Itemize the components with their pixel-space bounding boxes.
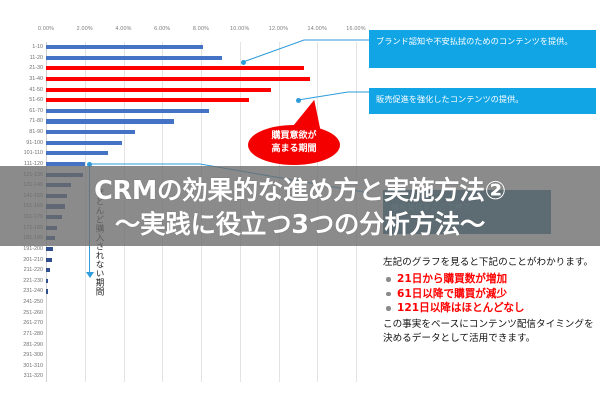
bar bbox=[46, 161, 85, 167]
y-axis-label-8: 81-90 bbox=[29, 129, 43, 135]
y-axis-label-29: 291-300 bbox=[23, 352, 43, 359]
bar bbox=[46, 151, 108, 156]
y-axis-label-9: 91-100 bbox=[26, 139, 43, 146]
bar-row: 231-240 bbox=[23, 286, 356, 297]
finding-item-0: 21日から購買数が増加 bbox=[386, 272, 597, 286]
bar bbox=[46, 55, 223, 60]
y-axis-label-21: 211-220 bbox=[23, 267, 43, 274]
bar bbox=[46, 130, 136, 135]
bar bbox=[46, 257, 52, 262]
bar-row: 11-20 bbox=[30, 53, 356, 64]
x-axis-tick-7: 14.00% bbox=[307, 26, 327, 32]
y-axis-label-28: 281-290 bbox=[23, 341, 43, 348]
x-axis-tick-0: 0.00% bbox=[37, 26, 55, 32]
leader-dot-1 bbox=[240, 59, 246, 65]
bar-row: 61-70 bbox=[29, 106, 356, 117]
title-line-2: 〜実践に役立つ3つの分析方法〜 bbox=[114, 210, 486, 240]
bar-row: 91-100 bbox=[26, 138, 356, 149]
callout-note-sales-promotion: 販売促進を強化したコンテンツの提供。 bbox=[369, 88, 596, 114]
bar bbox=[46, 87, 271, 92]
bar bbox=[46, 98, 250, 103]
bar-row: 241-250 bbox=[23, 297, 356, 308]
bar bbox=[46, 268, 50, 273]
findings-list: 21日から購買数が増加 61日以降で購買が減少 121日以降はほとんどなし bbox=[383, 272, 597, 315]
bar-row: 111-120 bbox=[24, 159, 356, 170]
bar bbox=[46, 140, 122, 145]
title-banner: CRMの効果的な進め方と実施方法② 〜実践に役立つ3つの分析方法〜 bbox=[0, 166, 600, 246]
bar-row: 281-290 bbox=[23, 340, 356, 351]
bar bbox=[46, 278, 49, 283]
y-axis-label-6: 61-70 bbox=[29, 107, 43, 114]
bar-row: 51-60 bbox=[29, 95, 356, 106]
bar-row: 251-260 bbox=[23, 308, 356, 319]
bar-row: 271-280 bbox=[23, 329, 356, 340]
bar bbox=[46, 76, 310, 82]
y-axis-label-20: 201-210 bbox=[23, 256, 43, 263]
speech-bubble-purchase-intent: 購買意欲が 高まる期間 bbox=[248, 95, 340, 165]
finding-item-2: 121日以降はほとんどなし bbox=[386, 301, 597, 315]
y-axis-label-4: 41-50 bbox=[29, 86, 43, 93]
y-axis-label-30: 301-310 bbox=[23, 362, 43, 369]
explanation-intro: 左記のグラフを見ると下記のことがわかります。 bbox=[383, 257, 594, 268]
bar-row: 221-230 bbox=[23, 276, 356, 287]
x-axis-tick-3: 6.00% bbox=[154, 26, 171, 32]
bar bbox=[46, 119, 174, 124]
title-line-1: CRMの効果的な進め方と実施方法② bbox=[94, 176, 506, 206]
x-axis-tick-5: 10.00% bbox=[230, 26, 250, 32]
y-axis-label-3: 31-40 bbox=[29, 75, 43, 82]
bar-row: 211-220 bbox=[24, 265, 356, 276]
bar-row: 191-200 bbox=[23, 244, 356, 255]
y-axis-label-11: 111-120 bbox=[24, 160, 43, 167]
y-axis-label-5: 51-60 bbox=[29, 97, 43, 104]
y-axis-label-22: 221-230 bbox=[23, 277, 43, 284]
x-axis-tick-labels: 0.00% 2.00% 4.00% 6.00% 8.00% 10.00% 12.00% 14.… bbox=[0, 26, 368, 40]
speech-bubble-body bbox=[248, 125, 340, 165]
bar bbox=[46, 66, 304, 71]
y-axis-label-1: 11-20 bbox=[29, 54, 43, 61]
bar-row: 311-320 bbox=[24, 371, 356, 382]
leader-dot-2 bbox=[295, 97, 301, 103]
y-axis-label-24: 241-250 bbox=[23, 299, 43, 305]
bar-row: 291-300 bbox=[23, 350, 356, 361]
y-axis-label-31: 311-320 bbox=[23, 373, 43, 380]
x-axis-tick-8: 16.00% bbox=[346, 26, 366, 32]
bar-row: 261-270 bbox=[23, 318, 356, 329]
y-axis-label-25: 251-260 bbox=[23, 309, 43, 316]
y-axis-label-10: 101-110 bbox=[23, 150, 43, 157]
y-axis-label-19: 191-200 bbox=[23, 245, 43, 252]
callout-note-brand-awareness: ブランド認知や不安払拭のためのコンテンツを提供。 bbox=[369, 30, 596, 68]
bar-row: 21-30 bbox=[29, 63, 356, 74]
speech-bubble-text: 購買意欲が 高まる期間 bbox=[248, 130, 340, 155]
x-axis-tick-2: 4.00% bbox=[115, 26, 132, 32]
bar bbox=[46, 108, 209, 113]
x-axis-tick-4: 8.00% bbox=[192, 26, 210, 32]
finding-item-1: 61日以降で購買が減少 bbox=[386, 287, 597, 301]
bar bbox=[46, 289, 48, 294]
y-axis-label-0: 1-10 bbox=[32, 44, 43, 50]
leader-dot-3 bbox=[86, 161, 92, 167]
bar-row: 41-50 bbox=[29, 85, 356, 96]
bar-row: 31-40 bbox=[29, 74, 356, 85]
bar-row: 81-90 bbox=[29, 127, 356, 138]
explanation-outro: この事実をベースにコンテンツ配信タイミングを決めるデータとして活用できます。 bbox=[383, 319, 594, 344]
speech-bubble-line-2: 高まる期間 bbox=[271, 143, 317, 154]
bar-row: 201-210 bbox=[23, 255, 356, 266]
bar-row: 101-110 bbox=[24, 148, 356, 159]
bar-row: 1-10 bbox=[32, 42, 356, 53]
x-axis-tick-1: 2.00% bbox=[76, 26, 93, 32]
bar bbox=[46, 246, 53, 252]
speech-bubble-line-1: 購買意欲が bbox=[271, 131, 317, 141]
arrow-down-icon bbox=[85, 272, 94, 278]
bar-row: 301-310 bbox=[23, 361, 356, 372]
y-axis-label-26: 261-270 bbox=[23, 320, 43, 327]
y-axis-label-2: 21-30 bbox=[29, 65, 43, 72]
x-axis-tick-6: 12.00% bbox=[268, 26, 289, 32]
explanation-block: 左記のグラフを見ると下記のことがわかります。 21日から購買数が増加 61日以降で… bbox=[383, 256, 597, 345]
y-axis-label-27: 271-280 bbox=[23, 330, 43, 337]
bar bbox=[46, 45, 203, 50]
bar-row: 71-80 bbox=[29, 116, 356, 127]
y-axis-label-7: 71-80 bbox=[29, 118, 43, 125]
y-axis-label-23: 231-240 bbox=[23, 288, 43, 295]
